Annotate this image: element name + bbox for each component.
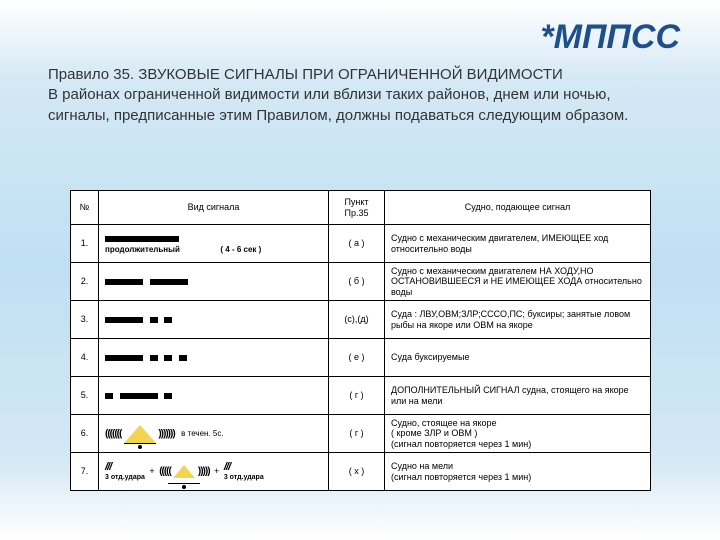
bell-icon (124, 425, 156, 443)
long-bar-icon (105, 355, 143, 361)
long-bar-icon (105, 317, 143, 323)
table-body: 1. продолжительный ( 4 - 6 сек ) ( а ) С… (71, 225, 651, 491)
table-row: 7. /// 3 отд.удара + ((((( ))))) + /// 3… (71, 453, 651, 491)
cell-num: 7. (71, 453, 99, 491)
short-bar-icon (164, 317, 172, 323)
cell-desc: Судно, стоящее на якоре ( кроме ЗЛР и ОВ… (385, 415, 651, 453)
short-bar-icon (105, 393, 113, 399)
th-point: Пункт Пр.35 (329, 191, 385, 225)
table-row: 6. ((((((( ))))))) в течен. 5с. ( г ) Су… (71, 415, 651, 453)
cell-signal: ((((((( ))))))) в течен. 5с. (99, 415, 329, 453)
cell-signal (99, 301, 329, 339)
cell-num: 3. (71, 301, 99, 339)
table-row: 4. ( е ) Суда буксируемые (71, 339, 651, 377)
cell-desc: Судно с механическим двигателем НА ХОДУ,… (385, 263, 651, 301)
cell-num: 2. (71, 263, 99, 301)
short-bar-icon (179, 355, 187, 361)
plus-icon: + (214, 466, 219, 476)
table-row: 2. ( б ) Судно с механическим двигателем… (71, 263, 651, 301)
cell-desc: Судно на мели (сигнал повторяется через … (385, 453, 651, 491)
cell-point: ( х ) (329, 453, 385, 491)
cell-point: ( а ) (329, 225, 385, 263)
th-vessel: Судно, подающее сигнал (385, 191, 651, 225)
long-bar-icon (105, 279, 143, 285)
intro-rest: В районах ограниченной видимости или вбл… (48, 86, 628, 123)
th-num: № (71, 191, 99, 225)
cell-desc: Суда : ЛВУ,ОВМ;ЗЛР;СССО,ПС; буксиры; зан… (385, 301, 651, 339)
cell-point: ( б ) (329, 263, 385, 301)
short-bar-icon (150, 355, 158, 361)
cell-signal: продолжительный ( 4 - 6 сек ) (99, 225, 329, 263)
long-bar-icon (105, 236, 179, 242)
cell-num: 5. (71, 377, 99, 415)
cell-signal (99, 377, 329, 415)
long-bar-icon (120, 393, 158, 399)
cell-point: (с),(д) (329, 301, 385, 339)
table-row: 1. продолжительный ( 4 - 6 сек ) ( а ) С… (71, 225, 651, 263)
cell-num: 4. (71, 339, 99, 377)
paren-right-icon: ))))) (198, 466, 210, 477)
intro-text: Правило 35. ЗВУКОВЫЕ СИГНАЛЫ ПРИ ОГРАНИЧ… (48, 65, 668, 126)
paren-left-icon: ((((((( (105, 428, 121, 439)
cell-desc: Судно с механическим двигателем, ИМЕЮЩЕЕ… (385, 225, 651, 263)
intro-line1: Правило 35. ЗВУКОВЫЕ СИГНАЛЫ ПРИ ОГРАНИЧ… (48, 66, 563, 83)
cell-signal (99, 263, 329, 301)
page-title: *МППСС (540, 18, 680, 57)
cell-point: ( г ) (329, 377, 385, 415)
strokes-icon: /// (224, 461, 230, 474)
title-text: МППСС (554, 18, 680, 56)
cell-point: ( г ) (329, 415, 385, 453)
short-bar-icon (150, 317, 158, 323)
cell-point: ( е ) (329, 339, 385, 377)
table-row: 5. ( г ) ДОПОЛНИТЕЛЬНЫЙ СИГНАЛ судна, ст… (71, 377, 651, 415)
th-signal: Вид сигнала (99, 191, 329, 225)
strokes-label: 3 отд.удара (105, 474, 145, 482)
bell-duration: в течен. 5с. (181, 429, 223, 438)
paren-left-icon: ((((( (159, 466, 171, 477)
signals-table-wrap: № Вид сигнала Пункт Пр.35 Судно, подающе… (70, 190, 650, 491)
signal-word: продолжительный (105, 245, 180, 254)
strokes-icon: /// (105, 461, 111, 474)
plus-icon: + (149, 466, 154, 476)
title-asterisk: * (540, 18, 553, 56)
cell-signal (99, 339, 329, 377)
strokes-label: 3 отд.удара (224, 474, 264, 482)
cell-desc: ДОПОЛНИТЕЛЬНЫЙ СИГНАЛ судна, стоящего на… (385, 377, 651, 415)
long-bar-icon (150, 279, 188, 285)
table-row: 3. (с),(д) Суда : ЛВУ,ОВМ;ЗЛР;СССО,ПС; б… (71, 301, 651, 339)
signals-table: № Вид сигнала Пункт Пр.35 Судно, подающе… (70, 190, 651, 491)
short-bar-icon (164, 393, 172, 399)
short-bar-icon (164, 355, 172, 361)
cell-desc: Суда буксируемые (385, 339, 651, 377)
bell-icon (173, 465, 195, 478)
cell-signal: /// 3 отд.удара + ((((( ))))) + /// 3 от… (99, 453, 329, 491)
paren-right-icon: ))))))) (158, 428, 174, 439)
signal-duration: ( 4 - 6 сек ) (220, 245, 261, 254)
cell-num: 6. (71, 415, 99, 453)
cell-num: 1. (71, 225, 99, 263)
